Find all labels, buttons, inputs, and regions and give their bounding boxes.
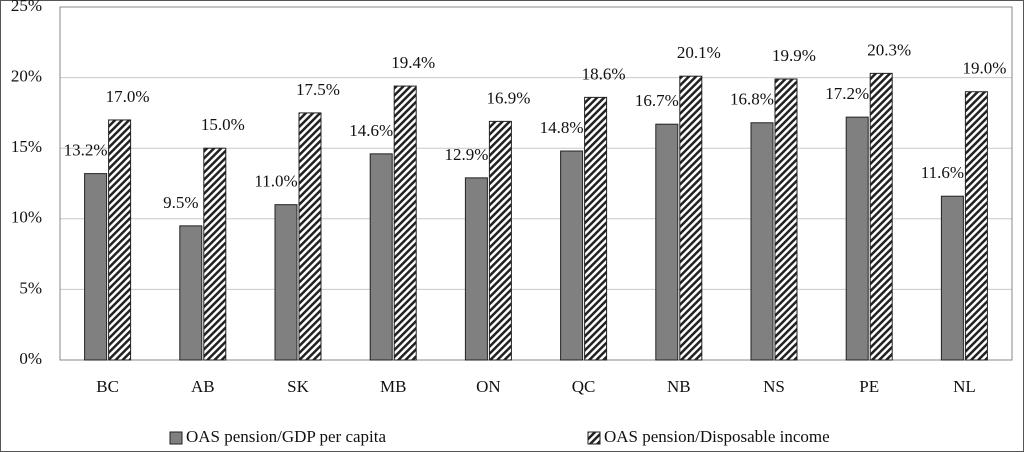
x-tick-label: MB <box>380 377 406 396</box>
bar <box>298 112 322 361</box>
x-tick-label: ON <box>476 377 501 396</box>
bar <box>488 120 512 361</box>
bar <box>774 78 798 361</box>
y-tick-label: 10% <box>11 208 42 227</box>
data-label: 16.7% <box>635 91 679 110</box>
bar <box>655 123 679 361</box>
y-tick-label: 0% <box>19 349 42 368</box>
data-label: 16.8% <box>730 90 774 109</box>
legend-label: OAS pension/Disposable income <box>604 427 830 446</box>
data-label: 14.8% <box>540 118 584 137</box>
bar <box>940 195 964 361</box>
y-tick-label: 15% <box>11 137 42 156</box>
x-tick-label: PE <box>859 377 879 396</box>
data-label: 20.3% <box>867 40 911 59</box>
data-label: 12.9% <box>444 145 488 164</box>
data-label: 17.2% <box>825 84 869 103</box>
data-label: 11.0% <box>254 172 297 191</box>
bar <box>845 116 869 361</box>
y-tick-label: 25% <box>11 0 42 15</box>
bar <box>393 85 417 361</box>
data-label: 19.9% <box>772 46 816 65</box>
legend-swatch <box>169 431 183 445</box>
bar <box>84 173 108 361</box>
data-label: 20.1% <box>677 43 721 62</box>
data-label: 19.0% <box>962 59 1006 78</box>
data-label: 13.2% <box>64 141 108 160</box>
x-tick-label: QC <box>572 377 596 396</box>
bar <box>560 150 584 361</box>
x-tick-label: AB <box>191 377 215 396</box>
data-label: 19.4% <box>391 53 435 72</box>
x-tick-label: NB <box>667 377 691 396</box>
data-label: 16.9% <box>486 88 530 107</box>
x-tick-label: NL <box>953 377 976 396</box>
bar <box>584 96 608 361</box>
bar <box>869 72 893 361</box>
bar <box>679 75 703 361</box>
data-label: 17.0% <box>106 87 150 106</box>
data-label: 17.5% <box>296 80 340 99</box>
bar <box>108 119 132 361</box>
x-tick-label: SK <box>287 377 309 396</box>
bar <box>203 147 227 361</box>
y-tick-label: 20% <box>11 67 42 86</box>
y-tick-label: 5% <box>19 278 42 297</box>
data-label: 9.5% <box>163 193 198 212</box>
data-label: 15.0% <box>201 115 245 134</box>
bar <box>964 91 988 361</box>
data-label: 14.6% <box>349 121 393 140</box>
bar <box>464 177 488 361</box>
data-label: 11.6% <box>921 163 964 182</box>
bar <box>750 122 774 361</box>
data-label: 18.6% <box>582 64 626 83</box>
x-tick-label: BC <box>96 377 119 396</box>
bar <box>274 204 298 361</box>
x-tick-label: NS <box>763 377 785 396</box>
legend-label: OAS pension/GDP per capita <box>186 427 386 446</box>
legend-swatch <box>587 431 601 445</box>
bar <box>369 153 393 361</box>
plot-frame <box>59 6 1013 361</box>
bar <box>179 225 203 361</box>
